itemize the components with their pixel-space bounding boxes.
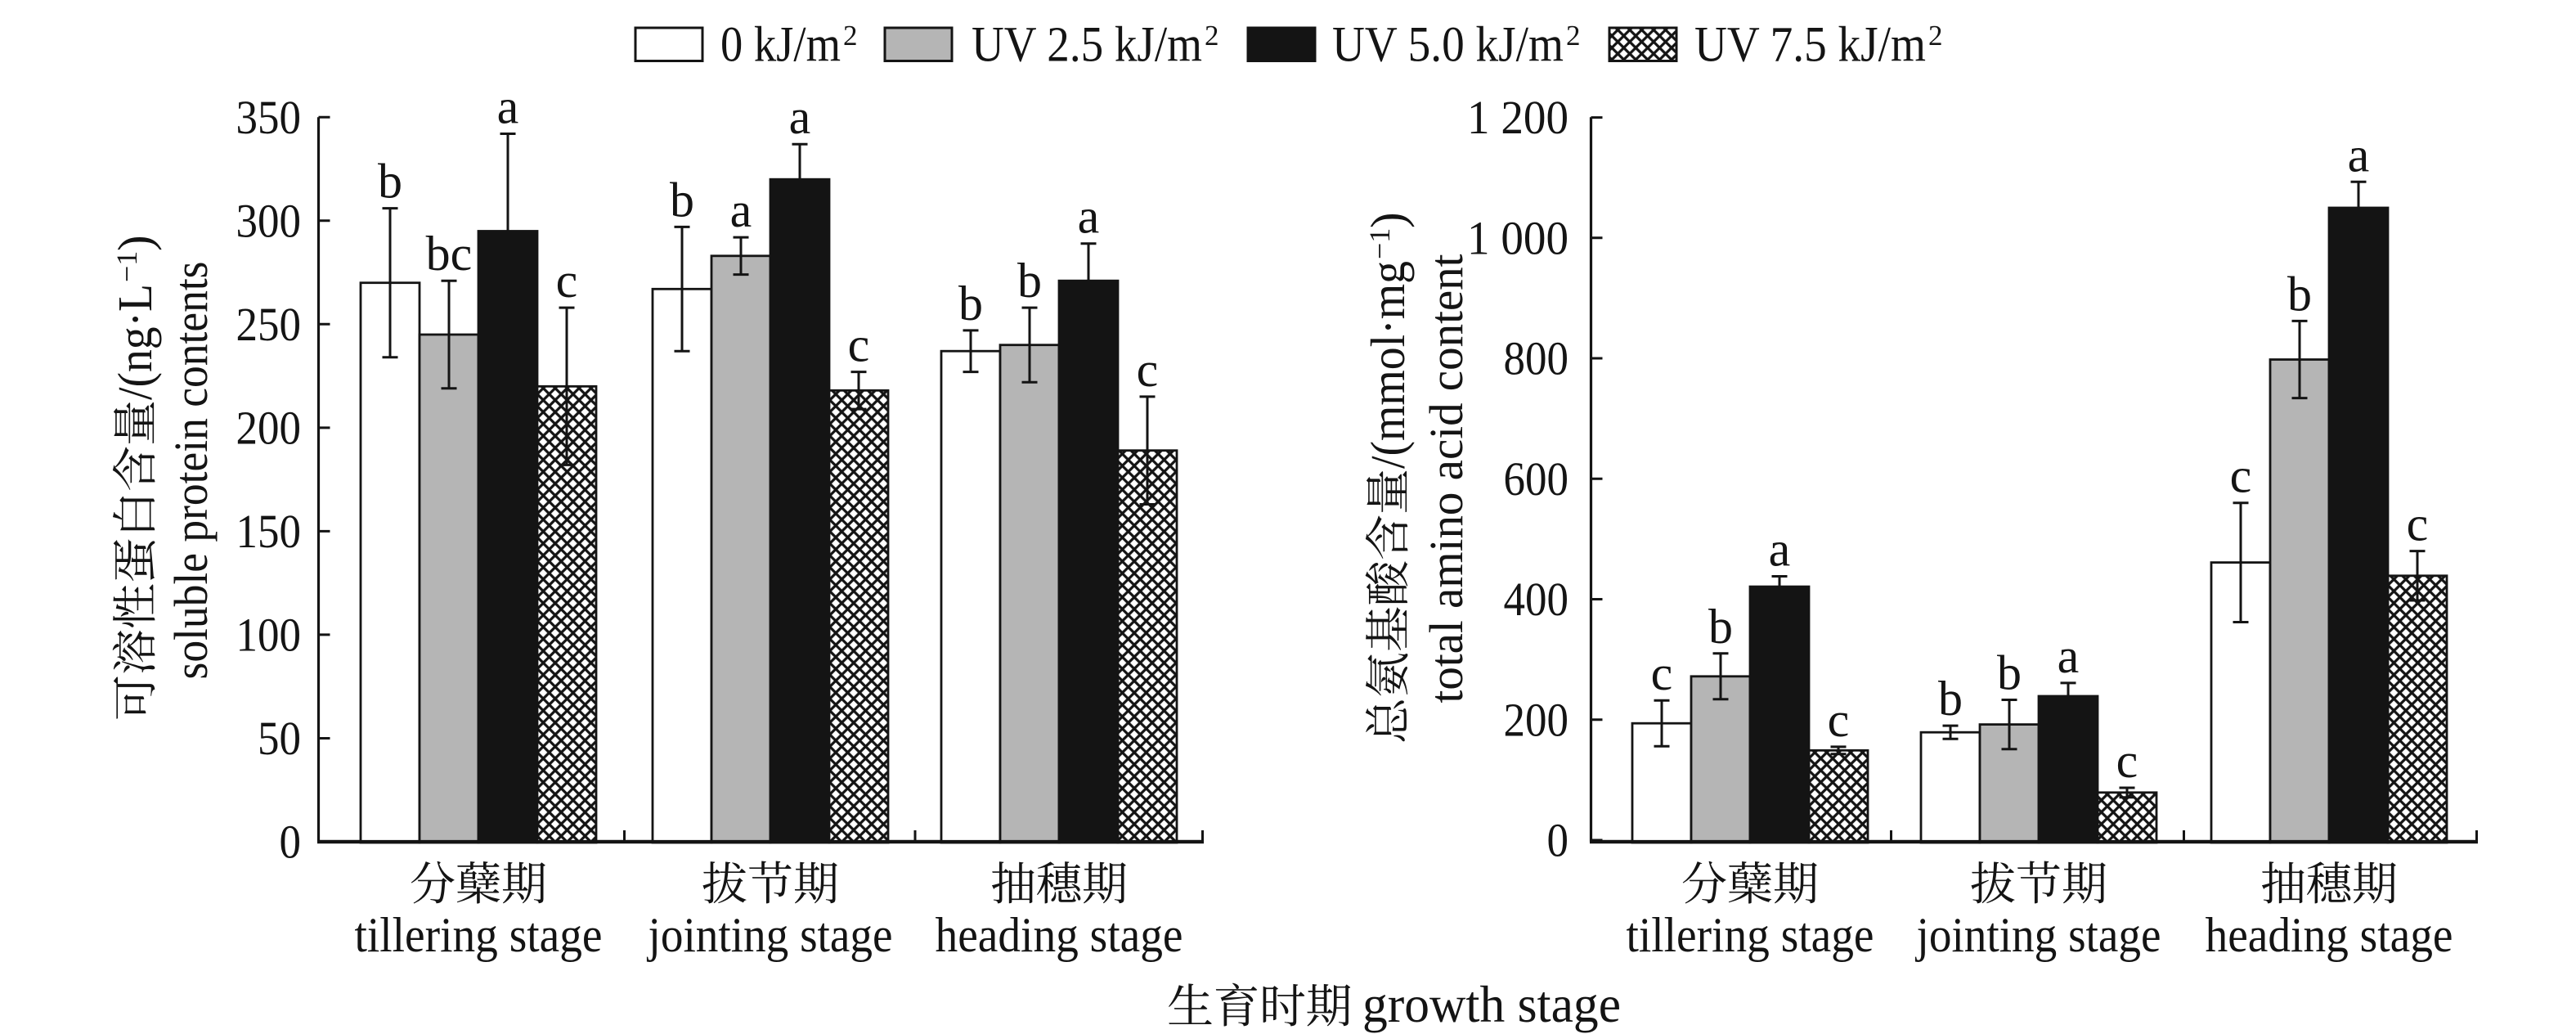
svg-text:a: a [730, 183, 752, 237]
svg-text:200: 200 [236, 401, 302, 454]
svg-text:a: a [2058, 629, 2080, 683]
svg-text:/(mmol·mg: /(mmol·mg [1361, 261, 1415, 469]
svg-text:a: a [789, 90, 811, 144]
svg-text:bc: bc [426, 227, 473, 281]
svg-text:total amino acid content: total amino acid content [1420, 254, 1473, 704]
svg-text:growth stage: growth stage [1362, 976, 1621, 1033]
svg-text:UV 2.5 kJ/m: UV 2.5 kJ/m [972, 18, 1202, 73]
svg-text:b: b [1997, 646, 2022, 700]
svg-text:): ) [108, 235, 162, 251]
svg-text:jointing stage: jointing stage [647, 908, 893, 962]
svg-text:b: b [1708, 600, 1733, 654]
svg-text:2: 2 [1566, 20, 1581, 52]
svg-text:600: 600 [1504, 452, 1569, 506]
svg-text:c: c [1828, 693, 1850, 747]
svg-text:300: 300 [236, 194, 302, 247]
svg-text:250: 250 [236, 298, 302, 351]
svg-text:b: b [1017, 254, 1042, 308]
svg-text:100: 100 [236, 608, 302, 661]
svg-text:c: c [2407, 497, 2429, 551]
svg-text:b: b [1938, 672, 1963, 726]
svg-text:a: a [1769, 523, 1791, 577]
svg-text:c: c [1137, 343, 1159, 397]
svg-text:heading stage: heading stage [2206, 908, 2453, 962]
svg-text:tillering stage: tillering stage [355, 908, 603, 962]
svg-text:1 000: 1 000 [1467, 211, 1568, 264]
svg-text:2: 2 [1928, 20, 1943, 52]
svg-text:−1: −1 [1363, 228, 1396, 259]
svg-text:c: c [2230, 449, 2252, 503]
svg-text:heading stage: heading stage [936, 908, 1183, 962]
svg-text:−1: −1 [110, 251, 143, 282]
svg-text:c: c [1651, 646, 1673, 700]
svg-text:UV 5.0 kJ/m: UV 5.0 kJ/m [1332, 18, 1564, 73]
svg-text:1 200: 1 200 [1467, 91, 1568, 144]
svg-text:2: 2 [843, 20, 858, 52]
svg-text:jointing stage: jointing stage [1915, 908, 2161, 962]
svg-text:UV 7.5 kJ/m: UV 7.5 kJ/m [1694, 18, 1926, 73]
svg-text:c: c [848, 318, 870, 372]
svg-text:400: 400 [1504, 573, 1569, 626]
svg-text:b: b [378, 155, 402, 209]
svg-text:c: c [556, 254, 578, 308]
svg-text:a: a [497, 80, 519, 134]
svg-text:350: 350 [236, 91, 302, 144]
svg-text:a: a [1078, 190, 1100, 244]
svg-text:2: 2 [1205, 20, 1219, 52]
svg-text:c: c [2116, 734, 2138, 788]
svg-text:): ) [1361, 212, 1415, 228]
svg-text:tillering stage: tillering stage [1627, 908, 1874, 962]
svg-text:50: 50 [258, 712, 301, 765]
svg-text:800: 800 [1504, 332, 1569, 385]
svg-text:soluble protein contents: soluble protein contents [164, 262, 218, 680]
svg-text:0: 0 [1547, 814, 1569, 867]
svg-text:/(ng·L: /(ng·L [108, 284, 162, 400]
svg-text:b: b [2287, 267, 2312, 321]
svg-text:b: b [670, 173, 694, 227]
svg-text:0: 0 [280, 816, 302, 869]
svg-text:a: a [2348, 128, 2370, 182]
svg-text:0 kJ/m: 0 kJ/m [720, 18, 841, 73]
svg-text:150: 150 [236, 505, 302, 558]
svg-text:200: 200 [1504, 693, 1569, 746]
svg-text:b: b [958, 276, 983, 330]
